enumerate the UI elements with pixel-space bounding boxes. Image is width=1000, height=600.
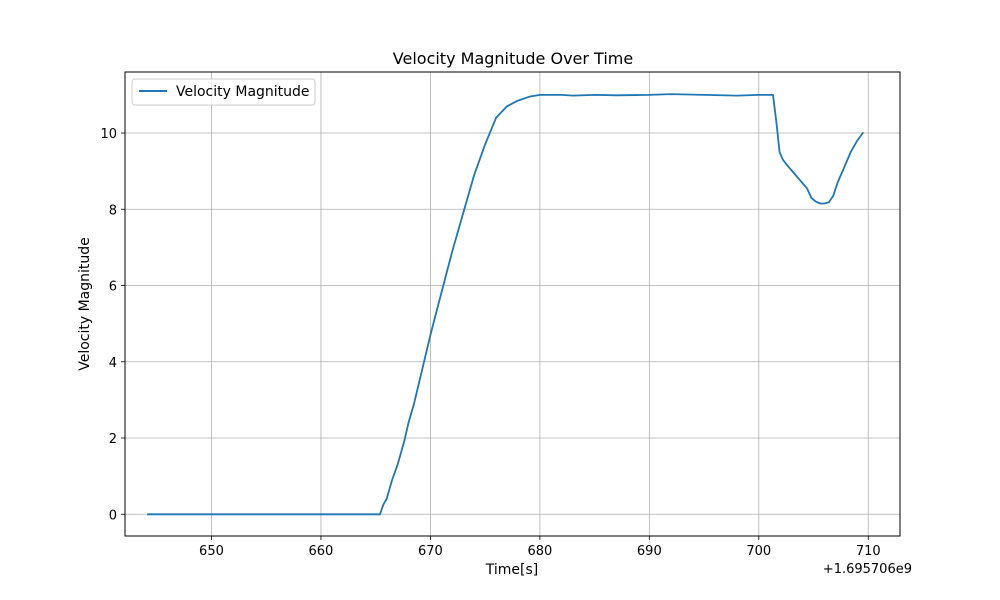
legend-label: Velocity Magnitude — [176, 84, 310, 100]
legend-box — [131, 78, 316, 106]
chart-title: Velocity Magnitude Over Time — [393, 49, 633, 68]
x-axis-label: Time[s] — [485, 562, 538, 578]
y-tick-label: 2 — [109, 432, 117, 447]
y-tick-label: 6 — [109, 280, 117, 295]
y-tick-label: 0 — [109, 508, 117, 523]
x-tick-label: 680 — [527, 544, 552, 559]
y-axis-label: Velocity Magnitude — [77, 237, 93, 371]
x-axis-offset-label: +1.695706e9 — [823, 562, 912, 577]
y-tick-label: 4 — [109, 356, 117, 371]
y-tick-label: 10 — [100, 127, 117, 142]
legend: Velocity Magnitude — [131, 78, 316, 106]
series-layer — [147, 93, 865, 516]
x-tick-label: 670 — [418, 544, 443, 559]
x-axis-ticks: 650 660 670 680 690 700 710 — [199, 536, 881, 559]
x-tick-label: 690 — [637, 544, 662, 559]
y-tick-label: 8 — [109, 203, 117, 218]
series-line-velocity-magnitude — [147, 93, 865, 516]
y-axis-ticks: 0 2 4 6 8 10 — [100, 127, 125, 523]
x-tick-label: 710 — [856, 544, 881, 559]
x-tick-label: 650 — [199, 544, 224, 559]
x-tick-label: 660 — [309, 544, 334, 559]
x-tick-label: 700 — [746, 544, 771, 559]
plot-frame — [124, 71, 901, 537]
